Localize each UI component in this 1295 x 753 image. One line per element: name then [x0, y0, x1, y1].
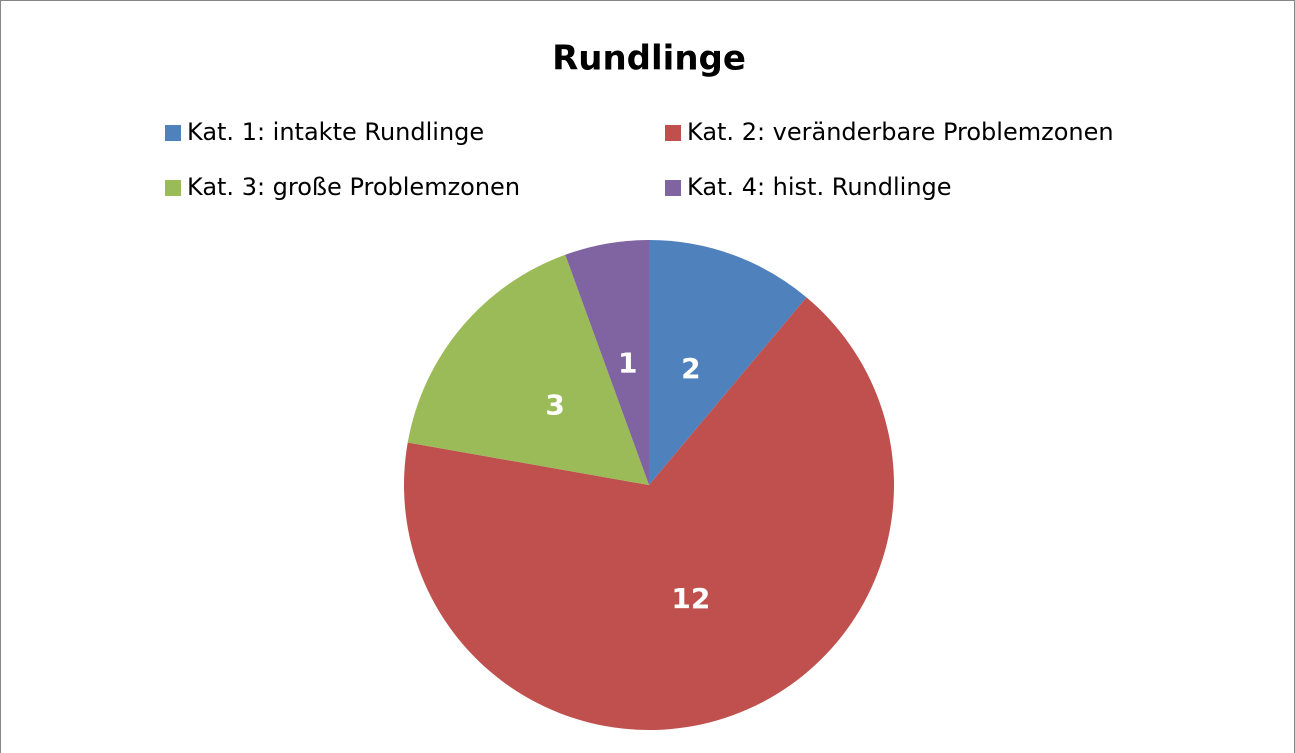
pie-slice: [403, 297, 894, 730]
legend-label: Kat. 3: große Problemzonen: [187, 173, 520, 201]
data-label: 2: [681, 352, 700, 385]
pie-slice: [649, 240, 807, 485]
legend-swatch: [165, 125, 181, 141]
data-label: 12: [671, 582, 710, 615]
chart-title: Rundlinge: [552, 39, 746, 79]
pie-slice: [407, 254, 649, 485]
pie-slice: [565, 240, 649, 485]
data-label: 3: [545, 388, 564, 421]
legend-swatch: [165, 180, 181, 196]
legend-swatch: [665, 125, 681, 141]
legend-label: Kat. 2: veränderbare Problemzonen: [687, 118, 1114, 146]
legend-label: Kat. 1: intakte Rundlinge: [187, 118, 484, 146]
data-label: 1: [618, 346, 637, 379]
legend-swatch: [665, 180, 681, 196]
legend-label: Kat. 4: hist. Rundlinge: [687, 173, 952, 201]
